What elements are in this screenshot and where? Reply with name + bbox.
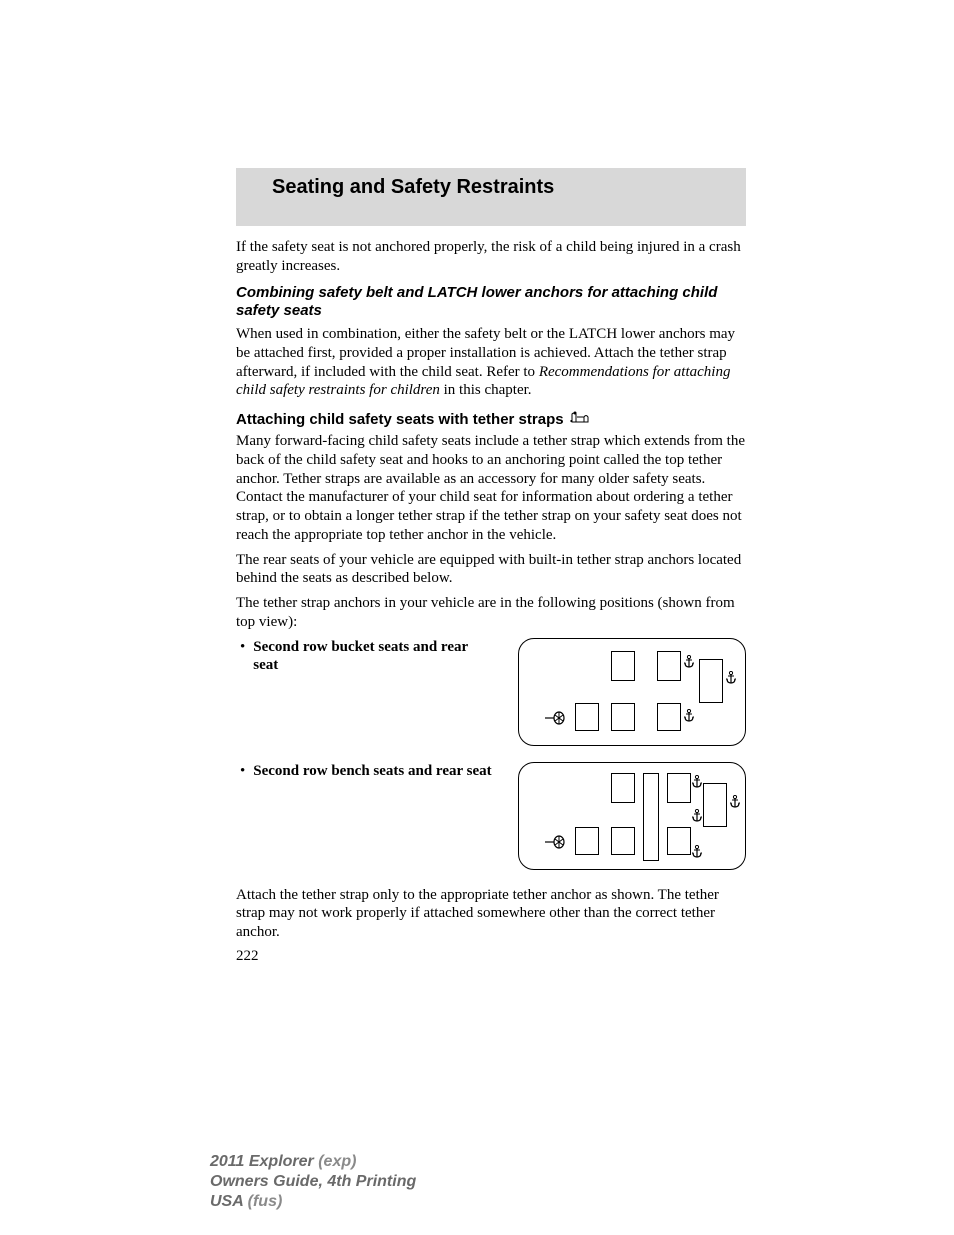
anchor-icon [691, 775, 703, 789]
anchor-icon [691, 845, 703, 859]
combining-text-b: in this chapter. [440, 382, 532, 398]
seat-box [703, 783, 727, 827]
seat-box [575, 703, 599, 731]
bullet-row-1: • Second row bucket seats and rear seat [236, 638, 746, 746]
subheading-combining: Combining safety belt and LATCH lower an… [236, 284, 746, 322]
bullet-1-label: Second row bucket seats and rear seat [253, 638, 496, 676]
tether-para-2: The rear seats of your vehicle are equip… [236, 551, 746, 589]
seat-box [575, 827, 599, 855]
footer-3b: (fus) [248, 1193, 283, 1210]
footer-1a: 2011 Explorer [210, 1153, 318, 1170]
footer-line-2: Owners Guide, 4th Printing [210, 1172, 416, 1192]
bullet-2: • Second row bench seats and rear seat [236, 762, 496, 781]
seat-box [657, 703, 681, 731]
bullet-1: • Second row bucket seats and rear seat [236, 638, 496, 676]
seat-box [611, 773, 635, 803]
footer-line-1: 2011 Explorer (exp) [210, 1152, 416, 1172]
bullet-2-label: Second row bench seats and rear seat [253, 762, 491, 781]
subheading-tether-text: Attaching child safety seats with tether… [236, 411, 564, 428]
seat-box [611, 651, 635, 681]
combining-paragraph: When used in combination, either the saf… [236, 325, 746, 400]
diagram-1-wrap [496, 638, 746, 746]
footer-line-3: USA (fus) [210, 1192, 416, 1212]
seat-box [657, 651, 681, 681]
intro-paragraph: If the safety seat is not anchored prope… [236, 238, 746, 276]
anchor-icon [691, 809, 703, 823]
tether-para-1: Many forward-facing child safety seats i… [236, 432, 746, 545]
seat-box [611, 827, 635, 855]
subheading-tether: Attaching child safety seats with tether… [236, 410, 746, 428]
tether-para-3: The tether strap anchors in your vehicle… [236, 594, 746, 632]
footer-1b: (exp) [318, 1153, 356, 1170]
page-number: 222 [236, 948, 746, 965]
closing-paragraph: Attach the tether strap only to the appr… [236, 886, 746, 942]
child-seat-icon [570, 410, 592, 428]
diagram-2-wrap [496, 762, 746, 870]
seat-box [699, 659, 723, 703]
anchor-icon [725, 671, 737, 685]
anchor-icon [683, 655, 695, 669]
seat-box [667, 773, 691, 803]
bullet-dot: • [236, 762, 245, 780]
section-title: Seating and Safety Restraints [236, 168, 746, 207]
page-content: If the safety seat is not anchored prope… [236, 226, 746, 965]
seat-box [643, 773, 659, 861]
diagram-bench-seats [518, 762, 746, 870]
header-gray-bar: Seating and Safety Restraints [236, 168, 746, 226]
steering-wheel-icon [545, 711, 567, 725]
bullet-dot: • [236, 638, 245, 656]
footer: 2011 Explorer (exp) Owners Guide, 4th Pr… [210, 1152, 416, 1212]
anchor-icon [683, 709, 695, 723]
seat-box [667, 827, 691, 855]
seat-box [611, 703, 635, 731]
steering-wheel-icon [545, 835, 567, 849]
anchor-icon [729, 795, 741, 809]
bullet-row-2: • Second row bench seats and rear seat [236, 762, 746, 870]
footer-3a: USA [210, 1193, 248, 1210]
diagram-bucket-seats [518, 638, 746, 746]
